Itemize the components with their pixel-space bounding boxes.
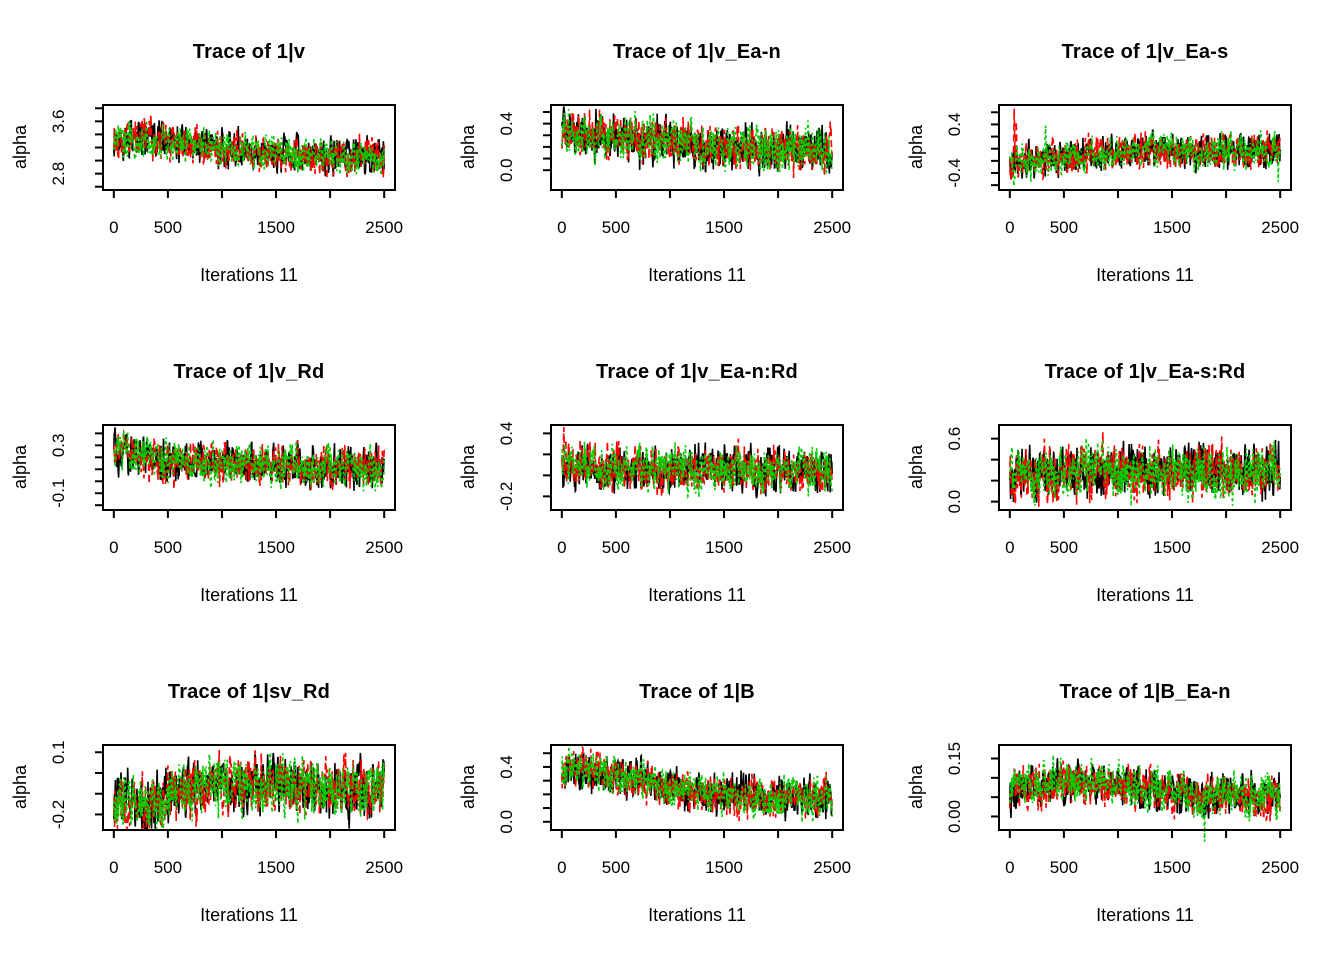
svg-text:0.1: 0.1 <box>49 740 68 764</box>
svg-text:2500: 2500 <box>365 218 403 237</box>
svg-text:0.4: 0.4 <box>945 113 964 137</box>
x-axis-label: Iterations 11 <box>1096 905 1194 925</box>
trace-plot-svg: -0.4 0.4 0 500 1500 2500 <box>945 104 1299 237</box>
trace-plot-cell: Trace of 1|v_Ea-s alpha -0.4 0.4 0 500 1500 2… <box>896 0 1344 320</box>
svg-text:2500: 2500 <box>365 858 403 877</box>
x-axis-label: Iterations 11 <box>648 905 746 925</box>
svg-text:1500: 1500 <box>705 538 743 557</box>
x-axis-label: Iterations 11 <box>648 265 746 285</box>
svg-text:0.3: 0.3 <box>49 434 68 458</box>
svg-text:2500: 2500 <box>813 858 851 877</box>
svg-text:1500: 1500 <box>705 218 743 237</box>
svg-text:-0.2: -0.2 <box>49 800 68 829</box>
plot-title: Trace of 1|v_Ea-n:Rd <box>596 361 798 383</box>
svg-text:1500: 1500 <box>257 858 295 877</box>
x-axis-label: Iterations 11 <box>200 585 298 605</box>
svg-text:0: 0 <box>557 538 566 557</box>
svg-text:0.4: 0.4 <box>497 755 516 779</box>
svg-text:2.8: 2.8 <box>49 162 68 186</box>
svg-text:0: 0 <box>557 218 566 237</box>
svg-text:0.6: 0.6 <box>945 427 964 451</box>
plot-title: Trace of 1|v_Ea-s:Rd <box>1044 361 1246 383</box>
plot-title: Trace of 1|v <box>192 41 306 63</box>
plot-title: Trace of 1|sv_Rd <box>167 681 331 703</box>
svg-text:2500: 2500 <box>1261 538 1299 557</box>
svg-text:0: 0 <box>109 538 118 557</box>
plot-title: Trace of 1|B_Ea-n <box>1059 681 1231 703</box>
trace-plot-svg: -0.2 0.4 0 500 1500 2500 <box>497 422 851 557</box>
svg-text:500: 500 <box>1050 858 1078 877</box>
svg-text:2500: 2500 <box>813 218 851 237</box>
svg-text:0: 0 <box>1005 538 1014 557</box>
trace-plot-cell: Trace of 1|B alpha 0.0 0.4 0 500 1500 2500 It… <box>448 640 896 960</box>
svg-text:0: 0 <box>1005 858 1014 877</box>
trace-plot-cell: Trace of 1|v_Ea-n alpha 0.0 0.4 0 500 1500 25… <box>448 0 896 320</box>
svg-text:500: 500 <box>1050 218 1078 237</box>
trace-plot-svg: 2.8 3.6 0 500 1500 2500 <box>49 104 403 237</box>
x-axis-label: Iterations 11 <box>1096 265 1194 285</box>
trace-plot-svg: 0.00 0.15 0 500 1500 2500 <box>945 742 1299 877</box>
svg-text:1500: 1500 <box>257 218 295 237</box>
svg-text:-0.4: -0.4 <box>945 158 964 187</box>
svg-text:0.4: 0.4 <box>497 112 516 136</box>
svg-text:0.0: 0.0 <box>497 158 516 182</box>
svg-text:0.0: 0.0 <box>945 490 964 514</box>
svg-text:1500: 1500 <box>705 858 743 877</box>
svg-text:1500: 1500 <box>1153 858 1191 877</box>
x-axis-label: Iterations 11 <box>200 265 298 285</box>
plot-title: Trace of 1|v_Ea-n <box>613 41 781 63</box>
svg-text:500: 500 <box>602 538 630 557</box>
svg-text:0: 0 <box>1005 218 1014 237</box>
plot-title: Trace of 1|v_Rd <box>173 361 325 383</box>
trace-plot-svg: -0.1 0.3 0 500 1500 2500 <box>49 424 403 557</box>
svg-text:-0.2: -0.2 <box>497 482 516 511</box>
trace-plot-cell: Trace of 1|v_Ea-s:Rd alpha 0.0 0.6 0 500 150… <box>896 320 1344 640</box>
svg-text:500: 500 <box>602 858 630 877</box>
plot-title: Trace of 1|v_Ea-s <box>1061 41 1229 63</box>
x-axis-label: Iterations 11 <box>200 905 298 925</box>
svg-text:500: 500 <box>602 218 630 237</box>
svg-text:2500: 2500 <box>1261 218 1299 237</box>
x-axis-label: Iterations 11 <box>648 585 746 605</box>
svg-text:1500: 1500 <box>257 538 295 557</box>
svg-text:0.15: 0.15 <box>945 742 964 775</box>
trace-plot-svg: 0.0 0.4 0 500 1500 2500 <box>497 744 851 877</box>
svg-text:3.6: 3.6 <box>49 110 68 134</box>
svg-text:1500: 1500 <box>1153 218 1191 237</box>
x-axis-label: Iterations 11 <box>1096 585 1194 605</box>
trace-plot-cell: Trace of 1|B_Ea-n alpha 0.00 0.15 0 500 1500… <box>896 640 1344 960</box>
trace-plot-cell: Trace of 1|sv_Rd alpha -0.2 0.1 0 500 1500 25… <box>0 640 448 960</box>
svg-text:0.00: 0.00 <box>945 800 964 833</box>
trace-plot-svg: 0.0 0.4 0 500 1500 2500 <box>497 104 851 237</box>
svg-text:0: 0 <box>557 858 566 877</box>
svg-text:0: 0 <box>109 218 118 237</box>
svg-text:2500: 2500 <box>813 538 851 557</box>
svg-text:500: 500 <box>1050 538 1078 557</box>
svg-text:500: 500 <box>154 218 182 237</box>
svg-text:2500: 2500 <box>365 538 403 557</box>
svg-text:1500: 1500 <box>1153 538 1191 557</box>
trace-plot-cell: Trace of 1|v_Rd alpha -0.1 0.3 0 500 1500 250… <box>0 320 448 640</box>
plot-title: Trace of 1|B <box>639 681 755 703</box>
svg-text:-0.1: -0.1 <box>49 479 68 508</box>
svg-text:0: 0 <box>109 858 118 877</box>
trace-plot-svg: 0.0 0.6 0 500 1500 2500 <box>945 424 1299 557</box>
svg-text:500: 500 <box>154 858 182 877</box>
trace-plot-cell: Trace of 1|v_Ea-n:Rd alpha -0.2 0.4 0 500 15… <box>448 320 896 640</box>
trace-plot-svg: -0.2 0.1 0 500 1500 2500 <box>49 740 403 877</box>
trace-plot-cell: Trace of 1|v alpha 2.8 3.6 0 500 1500 2500 It… <box>0 0 448 320</box>
svg-text:0.0: 0.0 <box>497 810 516 834</box>
svg-text:2500: 2500 <box>1261 858 1299 877</box>
svg-text:500: 500 <box>154 538 182 557</box>
svg-text:0.4: 0.4 <box>497 422 516 446</box>
